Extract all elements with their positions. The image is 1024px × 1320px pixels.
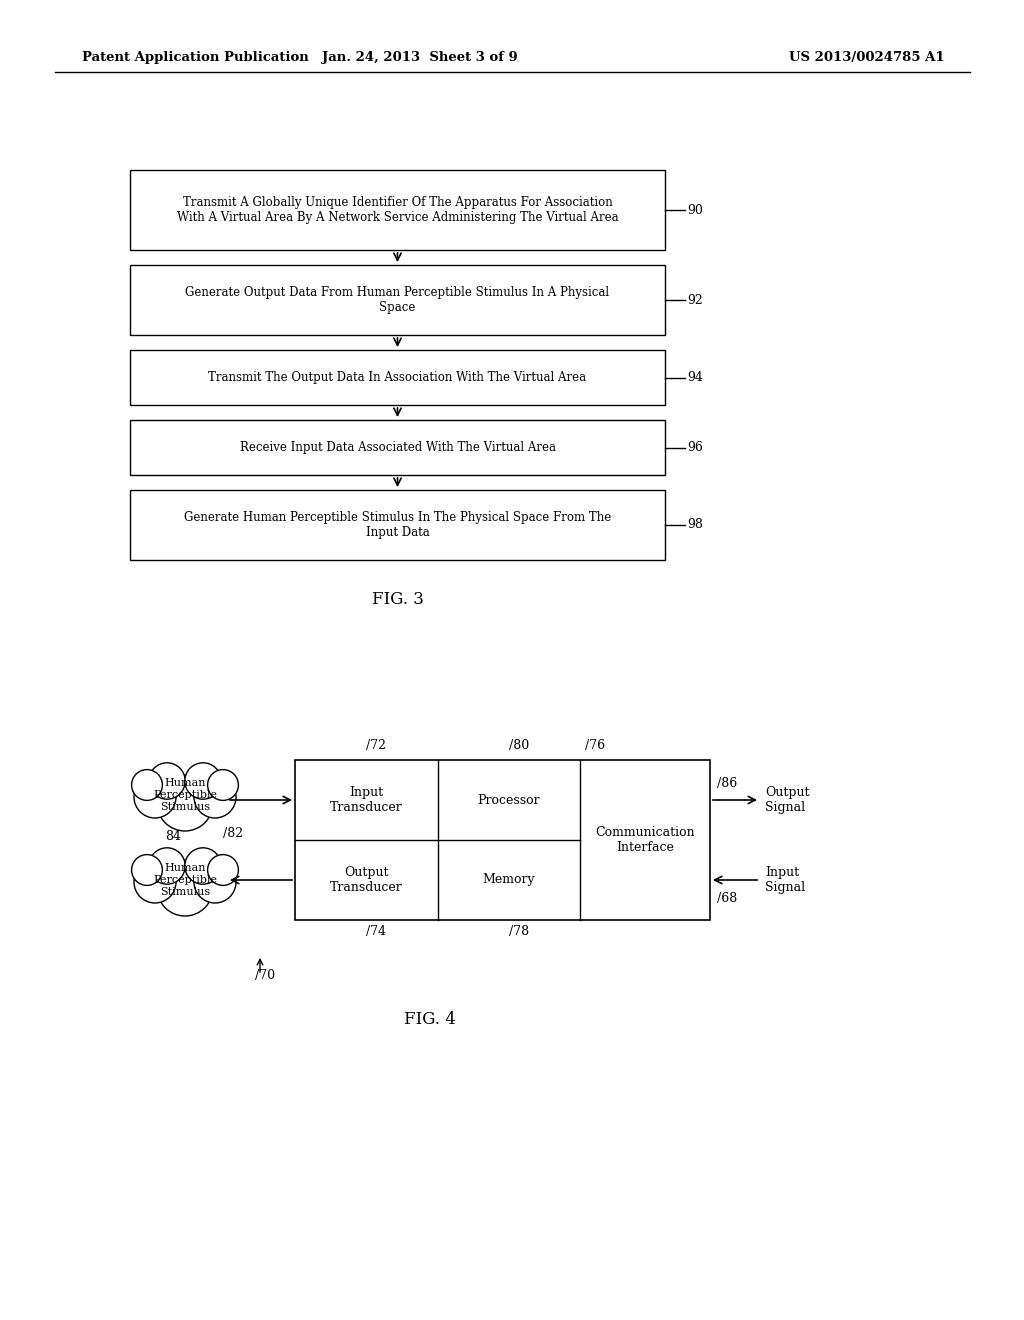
Text: /70: /70	[255, 969, 275, 982]
Bar	[130, 420, 665, 475]
Text: Input
Transducer: Input Transducer	[330, 785, 402, 814]
Text: Output
Signal: Output Signal	[765, 785, 810, 814]
Text: Human
Perceptible
Stimulus: Human Perceptible Stimulus	[153, 779, 217, 812]
Bar	[130, 350, 665, 405]
Text: Input
Signal: Input Signal	[765, 866, 805, 894]
Text: 92: 92	[687, 293, 702, 306]
Text: 90: 90	[687, 203, 702, 216]
Text: Transmit A Globally Unique Identifier Of The Apparatus For Association
With A Vi: Transmit A Globally Unique Identifier Of…	[177, 195, 618, 224]
Text: /68: /68	[717, 892, 737, 906]
Circle shape	[184, 763, 221, 799]
Text: /86: /86	[717, 777, 737, 789]
Text: Receive Input Data Associated With The Virtual Area: Receive Input Data Associated With The V…	[240, 441, 555, 454]
Circle shape	[134, 776, 176, 818]
Circle shape	[208, 854, 239, 886]
Text: 84: 84	[165, 830, 181, 843]
Text: Memory: Memory	[482, 874, 536, 887]
Circle shape	[194, 861, 236, 903]
Text: FIG. 3: FIG. 3	[372, 591, 424, 609]
Circle shape	[132, 770, 163, 800]
Text: /74: /74	[367, 925, 386, 939]
Text: Transmit The Output Data In Association With The Virtual Area: Transmit The Output Data In Association …	[209, 371, 587, 384]
Circle shape	[157, 775, 213, 832]
Circle shape	[132, 854, 163, 886]
Circle shape	[208, 770, 239, 800]
Text: Generate Output Data From Human Perceptible Stimulus In A Physical
Space: Generate Output Data From Human Percepti…	[185, 286, 609, 314]
Text: Communication
Interface: Communication Interface	[595, 826, 695, 854]
Bar	[295, 760, 710, 920]
Text: FIG. 4: FIG. 4	[404, 1011, 456, 1028]
Text: 96: 96	[687, 441, 702, 454]
Text: 98: 98	[687, 519, 702, 532]
Text: Patent Application Publication: Patent Application Publication	[82, 51, 309, 65]
Text: /72: /72	[367, 739, 386, 752]
Text: Jan. 24, 2013  Sheet 3 of 9: Jan. 24, 2013 Sheet 3 of 9	[323, 51, 518, 65]
Circle shape	[134, 861, 176, 903]
Bar	[130, 170, 665, 249]
Text: /80: /80	[509, 739, 529, 752]
Text: Generate Human Perceptible Stimulus In The Physical Space From The
Input Data: Generate Human Perceptible Stimulus In T…	[184, 511, 611, 539]
Circle shape	[148, 763, 185, 799]
Text: /76: /76	[585, 739, 605, 752]
Text: 94: 94	[687, 371, 702, 384]
Text: /78: /78	[509, 925, 528, 939]
Text: Human
Perceptible
Stimulus: Human Perceptible Stimulus	[153, 863, 217, 896]
Text: /82: /82	[223, 826, 243, 840]
Text: US 2013/0024785 A1: US 2013/0024785 A1	[790, 51, 945, 65]
Bar	[130, 265, 665, 335]
Text: Output
Transducer: Output Transducer	[330, 866, 402, 894]
Circle shape	[157, 861, 213, 916]
Bar	[130, 490, 665, 560]
Circle shape	[184, 847, 221, 884]
Text: Processor: Processor	[477, 793, 540, 807]
Circle shape	[194, 776, 236, 818]
Circle shape	[148, 847, 185, 884]
